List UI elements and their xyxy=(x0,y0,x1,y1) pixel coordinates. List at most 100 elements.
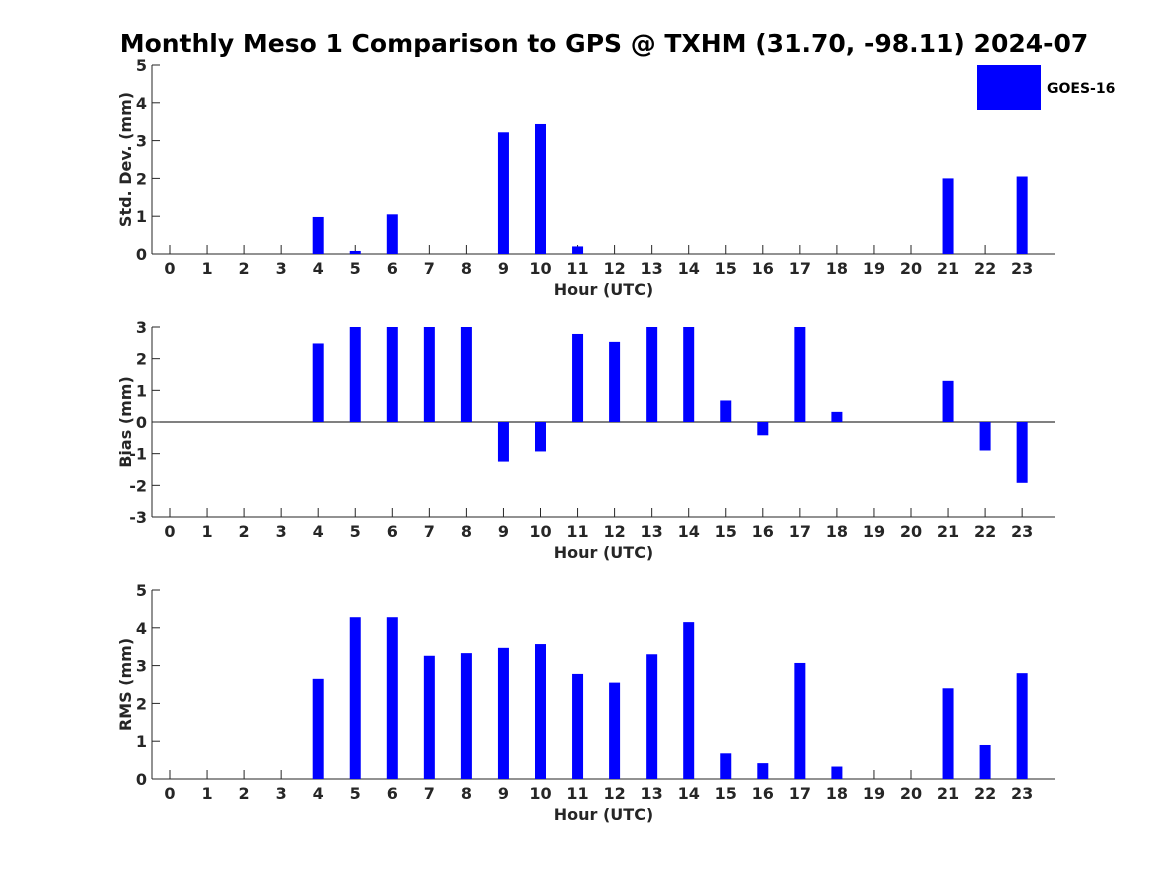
x-tick-label: 7 xyxy=(424,259,435,278)
x-tick-label: 14 xyxy=(678,784,700,803)
bar-bias-hour-10 xyxy=(535,422,546,452)
bar-bias-hour-4 xyxy=(312,343,324,422)
bar-rms-hour-6 xyxy=(386,617,398,779)
x-tick-label: 20 xyxy=(900,522,922,541)
y-tick-label: 1 xyxy=(136,207,147,226)
y-tick-label: 0 xyxy=(136,245,147,264)
bar-bias-hour-6 xyxy=(386,327,398,422)
bar-rms-hour-23 xyxy=(1016,673,1028,779)
x-tick-label: 3 xyxy=(276,259,287,278)
x-tick-label: 23 xyxy=(1011,784,1033,803)
x-tick-label: 10 xyxy=(529,522,551,541)
y-tick-label: 2 xyxy=(136,694,147,713)
x-tick-label: 6 xyxy=(387,259,398,278)
x-tick-label: 5 xyxy=(350,259,361,278)
bar-bias-hour-11 xyxy=(572,333,584,422)
chart-title: Monthly Meso 1 Comparison to GPS @ TXHM … xyxy=(120,29,1089,58)
bar-bias-hour-17 xyxy=(794,327,806,422)
x-tick-label: 8 xyxy=(461,259,472,278)
y-axis-label: Std. Dev. (mm) xyxy=(116,92,135,227)
bar-rms-hour-8 xyxy=(460,653,472,779)
x-tick-label: 12 xyxy=(603,522,625,541)
bar-std-hour-23 xyxy=(1016,176,1028,254)
legend-label-goes-16: GOES-16 xyxy=(1047,81,1115,97)
bar-bias-hour-7 xyxy=(423,327,435,422)
x-axis-label: Hour (UTC) xyxy=(554,543,654,562)
bar-rms-hour-12 xyxy=(609,682,621,779)
bar-bias-hour-13 xyxy=(646,327,658,422)
bar-bias-hour-5 xyxy=(349,327,361,422)
x-tick-label: 6 xyxy=(387,784,398,803)
x-tick-label: 18 xyxy=(826,784,848,803)
bar-rms-hour-16 xyxy=(757,763,769,779)
x-tick-label: 21 xyxy=(937,784,959,803)
bar-std-hour-4 xyxy=(312,216,324,254)
x-tick-label: 13 xyxy=(641,259,663,278)
x-tick-label: 19 xyxy=(863,259,885,278)
bar-rms-hour-10 xyxy=(535,644,546,779)
x-tick-label: 22 xyxy=(974,784,996,803)
bar-bias-hour-14 xyxy=(683,327,695,422)
bar-rms-hour-14 xyxy=(683,622,695,779)
bar-bias-hour-16 xyxy=(757,422,769,436)
x-tick-label: 0 xyxy=(164,784,175,803)
y-tick-label: 0 xyxy=(136,413,147,432)
y-tick-label: 4 xyxy=(136,619,147,638)
y-tick-label: 5 xyxy=(136,56,147,75)
bar-std-hour-21 xyxy=(942,178,954,254)
bar-std-hour-5 xyxy=(349,250,361,254)
x-tick-label: 17 xyxy=(789,784,811,803)
x-axis-label: Hour (UTC) xyxy=(554,280,654,299)
bar-bias-hour-22 xyxy=(979,422,991,451)
bar-rms-hour-4 xyxy=(312,678,324,779)
y-tick-label: 3 xyxy=(136,318,147,337)
x-tick-label: 12 xyxy=(603,259,625,278)
y-tick-label: 1 xyxy=(136,381,147,400)
y-tick-label: -2 xyxy=(129,476,147,495)
bar-bias-hour-18 xyxy=(831,411,843,422)
x-tick-label: 23 xyxy=(1011,522,1033,541)
bar-rms-hour-22 xyxy=(979,744,991,779)
x-tick-label: 4 xyxy=(313,259,324,278)
x-tick-label: 18 xyxy=(826,259,848,278)
bar-rms-hour-17 xyxy=(794,662,806,779)
y-tick-label: 1 xyxy=(136,732,147,751)
x-tick-label: 10 xyxy=(529,784,551,803)
x-tick-label: 10 xyxy=(529,259,551,278)
x-tick-label: 4 xyxy=(313,784,324,803)
x-tick-label: 11 xyxy=(566,259,588,278)
bar-bias-hour-23 xyxy=(1016,422,1028,483)
x-tick-label: 17 xyxy=(789,259,811,278)
x-tick-label: 9 xyxy=(498,784,509,803)
x-tick-label: 13 xyxy=(641,522,663,541)
x-tick-label: 15 xyxy=(715,784,737,803)
x-tick-label: 1 xyxy=(201,784,212,803)
x-tick-label: 16 xyxy=(752,522,774,541)
x-tick-label: 11 xyxy=(566,784,588,803)
y-axis-label: Bias (mm) xyxy=(116,376,135,468)
x-tick-label: 15 xyxy=(715,522,737,541)
x-tick-label: 20 xyxy=(900,259,922,278)
y-tick-label: 4 xyxy=(136,94,147,113)
x-tick-label: 2 xyxy=(239,784,250,803)
x-tick-label: 0 xyxy=(164,259,175,278)
bar-rms-hour-11 xyxy=(572,673,584,779)
x-tick-label: 2 xyxy=(239,259,250,278)
x-tick-label: 1 xyxy=(201,259,212,278)
bar-bias-hour-12 xyxy=(609,341,621,422)
legend-swatch-goes-16 xyxy=(977,65,1041,110)
x-tick-label: 19 xyxy=(863,522,885,541)
x-tick-label: 16 xyxy=(752,259,774,278)
x-tick-label: 19 xyxy=(863,784,885,803)
x-tick-label: 8 xyxy=(461,522,472,541)
x-tick-label: 3 xyxy=(276,522,287,541)
x-tick-label: 18 xyxy=(826,522,848,541)
legend: GOES-16 xyxy=(977,65,1115,110)
x-tick-label: 22 xyxy=(974,522,996,541)
x-tick-label: 21 xyxy=(937,522,959,541)
bar-bias-hour-9 xyxy=(497,422,509,462)
